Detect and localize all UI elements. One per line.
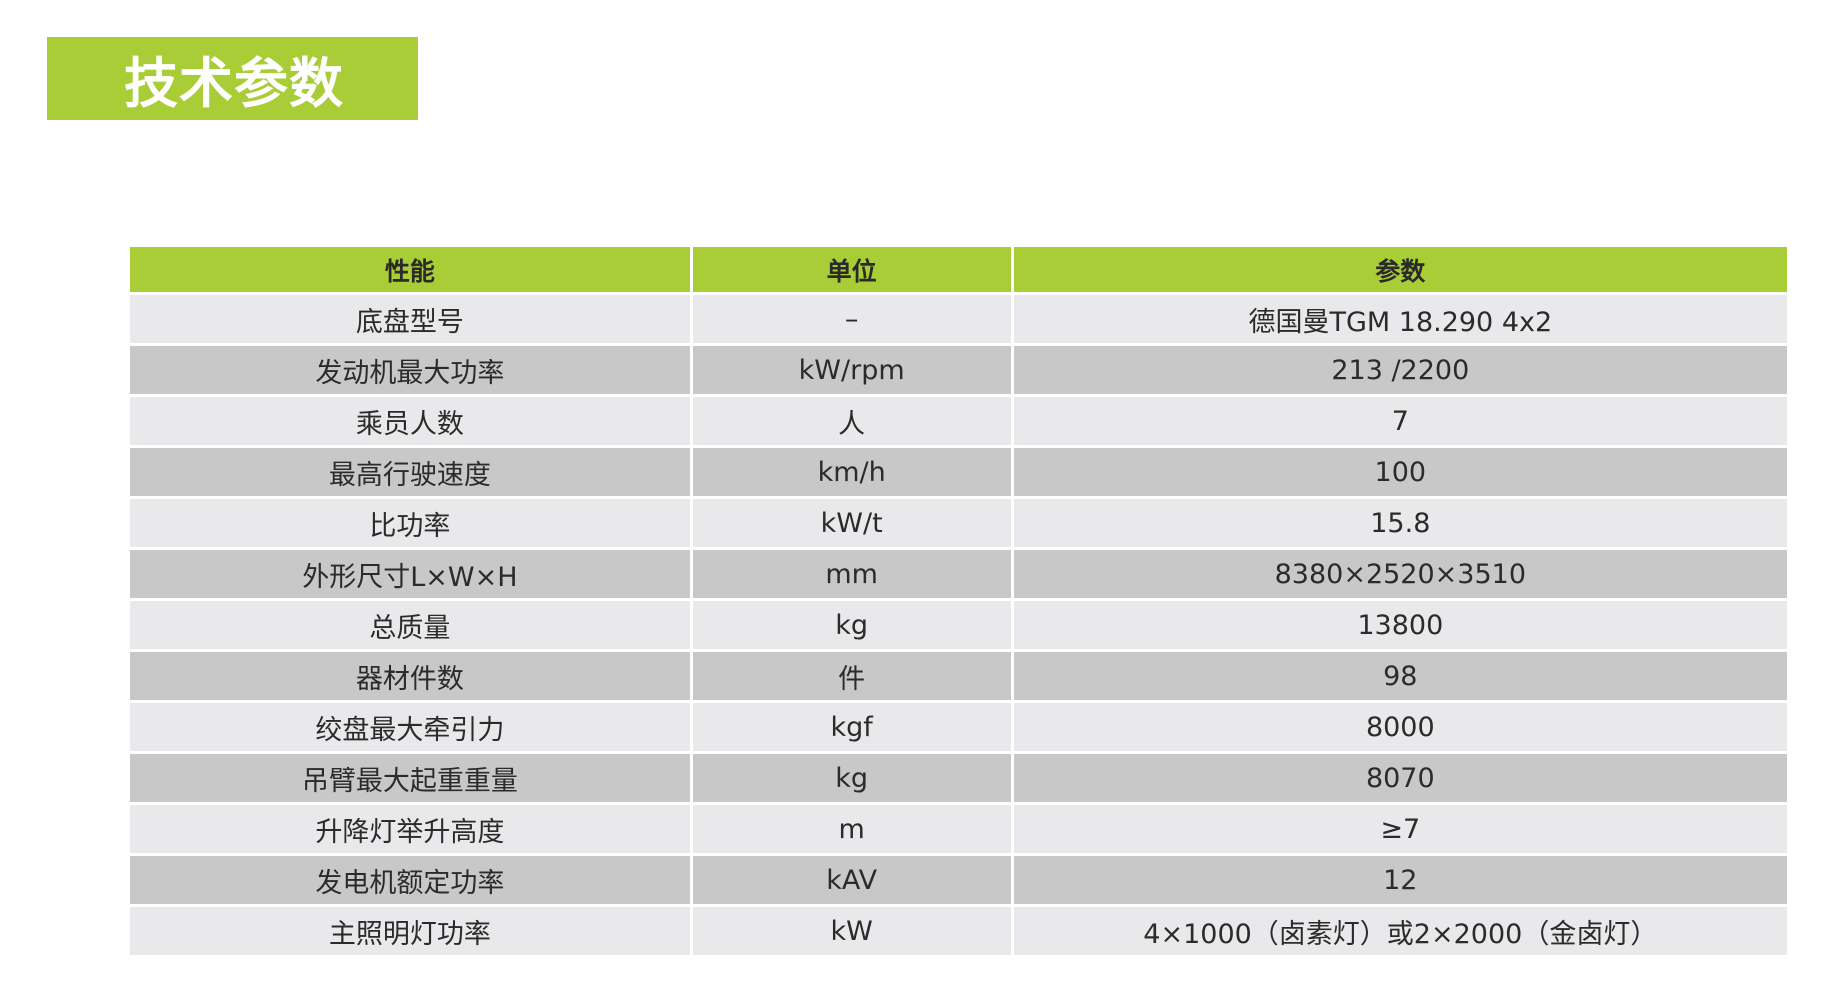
- table-row: 总质量 kg 13800: [130, 601, 1787, 649]
- cell-performance: 外形尺寸L×W×H: [130, 550, 690, 598]
- header-parameter: 参数: [1013, 247, 1787, 292]
- cell-unit: 件: [692, 652, 1011, 700]
- cell-parameter: 4×1000（卤素灯）或2×2000（金卤灯）: [1013, 907, 1787, 955]
- header-unit: 单位: [692, 247, 1011, 292]
- cell-parameter: ≥7: [1013, 805, 1787, 853]
- cell-performance: 总质量: [130, 601, 690, 649]
- cell-unit: kW/t: [692, 499, 1011, 547]
- cell-unit: kAV: [692, 856, 1011, 904]
- table-row: 外形尺寸L×W×H mm 8380×2520×3510: [130, 550, 1787, 598]
- table-row: 器材件数件 98: [130, 652, 1787, 700]
- cell-performance: 比功率: [130, 499, 690, 547]
- table-row: 乘员人数人 7: [130, 397, 1787, 445]
- cell-parameter: 13800: [1013, 601, 1787, 649]
- cell-parameter: 8070: [1013, 754, 1787, 802]
- cell-performance: 绞盘最大牵引力: [130, 703, 690, 751]
- cell-parameter: 98: [1013, 652, 1787, 700]
- cell-unit: kg: [692, 601, 1011, 649]
- table-row: 升降灯举升高度 m ≥7: [130, 805, 1787, 853]
- table-row: 发动机最大功率 kW/rpm 213 /2200: [130, 346, 1787, 394]
- cell-unit: kg: [692, 754, 1011, 802]
- table-row: 发电机额定功率 kAV 12: [130, 856, 1787, 904]
- cell-unit: mm: [692, 550, 1011, 598]
- spec-table: 性能 单位 参数 底盘型号 – 德国曼TGM 18.290 4x2 发动机最大功率 kW…: [127, 244, 1790, 958]
- cell-performance: 器材件数: [130, 652, 690, 700]
- cell-unit: kW: [692, 907, 1011, 955]
- table-row: 底盘型号 – 德国曼TGM 18.290 4x2: [130, 295, 1787, 343]
- header-performance: 性能: [130, 247, 690, 292]
- cell-parameter: 德国曼TGM 18.290 4x2: [1013, 295, 1787, 343]
- cell-performance: 乘员人数: [130, 397, 690, 445]
- cell-parameter: 100: [1013, 448, 1787, 496]
- cell-parameter: 8380×2520×3510: [1013, 550, 1787, 598]
- table-row: 吊臂最大起重重量 kg 8070: [130, 754, 1787, 802]
- cell-unit: m: [692, 805, 1011, 853]
- cell-performance: 吊臂最大起重重量: [130, 754, 690, 802]
- cell-parameter: 8000: [1013, 703, 1787, 751]
- table-row: 比功率 kW/t 15.8: [130, 499, 1787, 547]
- section-title: 技术参数: [124, 52, 344, 115]
- cell-parameter: 12: [1013, 856, 1787, 904]
- cell-unit: kW/rpm: [692, 346, 1011, 394]
- cell-parameter: 213 /2200: [1013, 346, 1787, 394]
- cell-unit: kgf: [692, 703, 1011, 751]
- table-row: 最高行驶速度 km/h 100: [130, 448, 1787, 496]
- table-row: 绞盘最大牵引力 kgf 8000: [130, 703, 1787, 751]
- cell-performance: 升降灯举升高度: [130, 805, 690, 853]
- cell-unit: 人: [692, 397, 1011, 445]
- cell-performance: 最高行驶速度: [130, 448, 690, 496]
- cell-performance: 主照明灯功率: [130, 907, 690, 955]
- cell-performance: 发电机额定功率: [130, 856, 690, 904]
- table-header-row: 性能 单位 参数: [130, 247, 1787, 292]
- section-title-banner: 技术参数: [47, 37, 418, 120]
- cell-unit: –: [692, 295, 1011, 343]
- cell-unit: km/h: [692, 448, 1011, 496]
- table-row: 主照明灯功率 kW 4×1000（卤素灯）或2×2000（金卤灯）: [130, 907, 1787, 955]
- cell-parameter: 15.8: [1013, 499, 1787, 547]
- cell-performance: 底盘型号: [130, 295, 690, 343]
- cell-parameter: 7: [1013, 397, 1787, 445]
- cell-performance: 发动机最大功率: [130, 346, 690, 394]
